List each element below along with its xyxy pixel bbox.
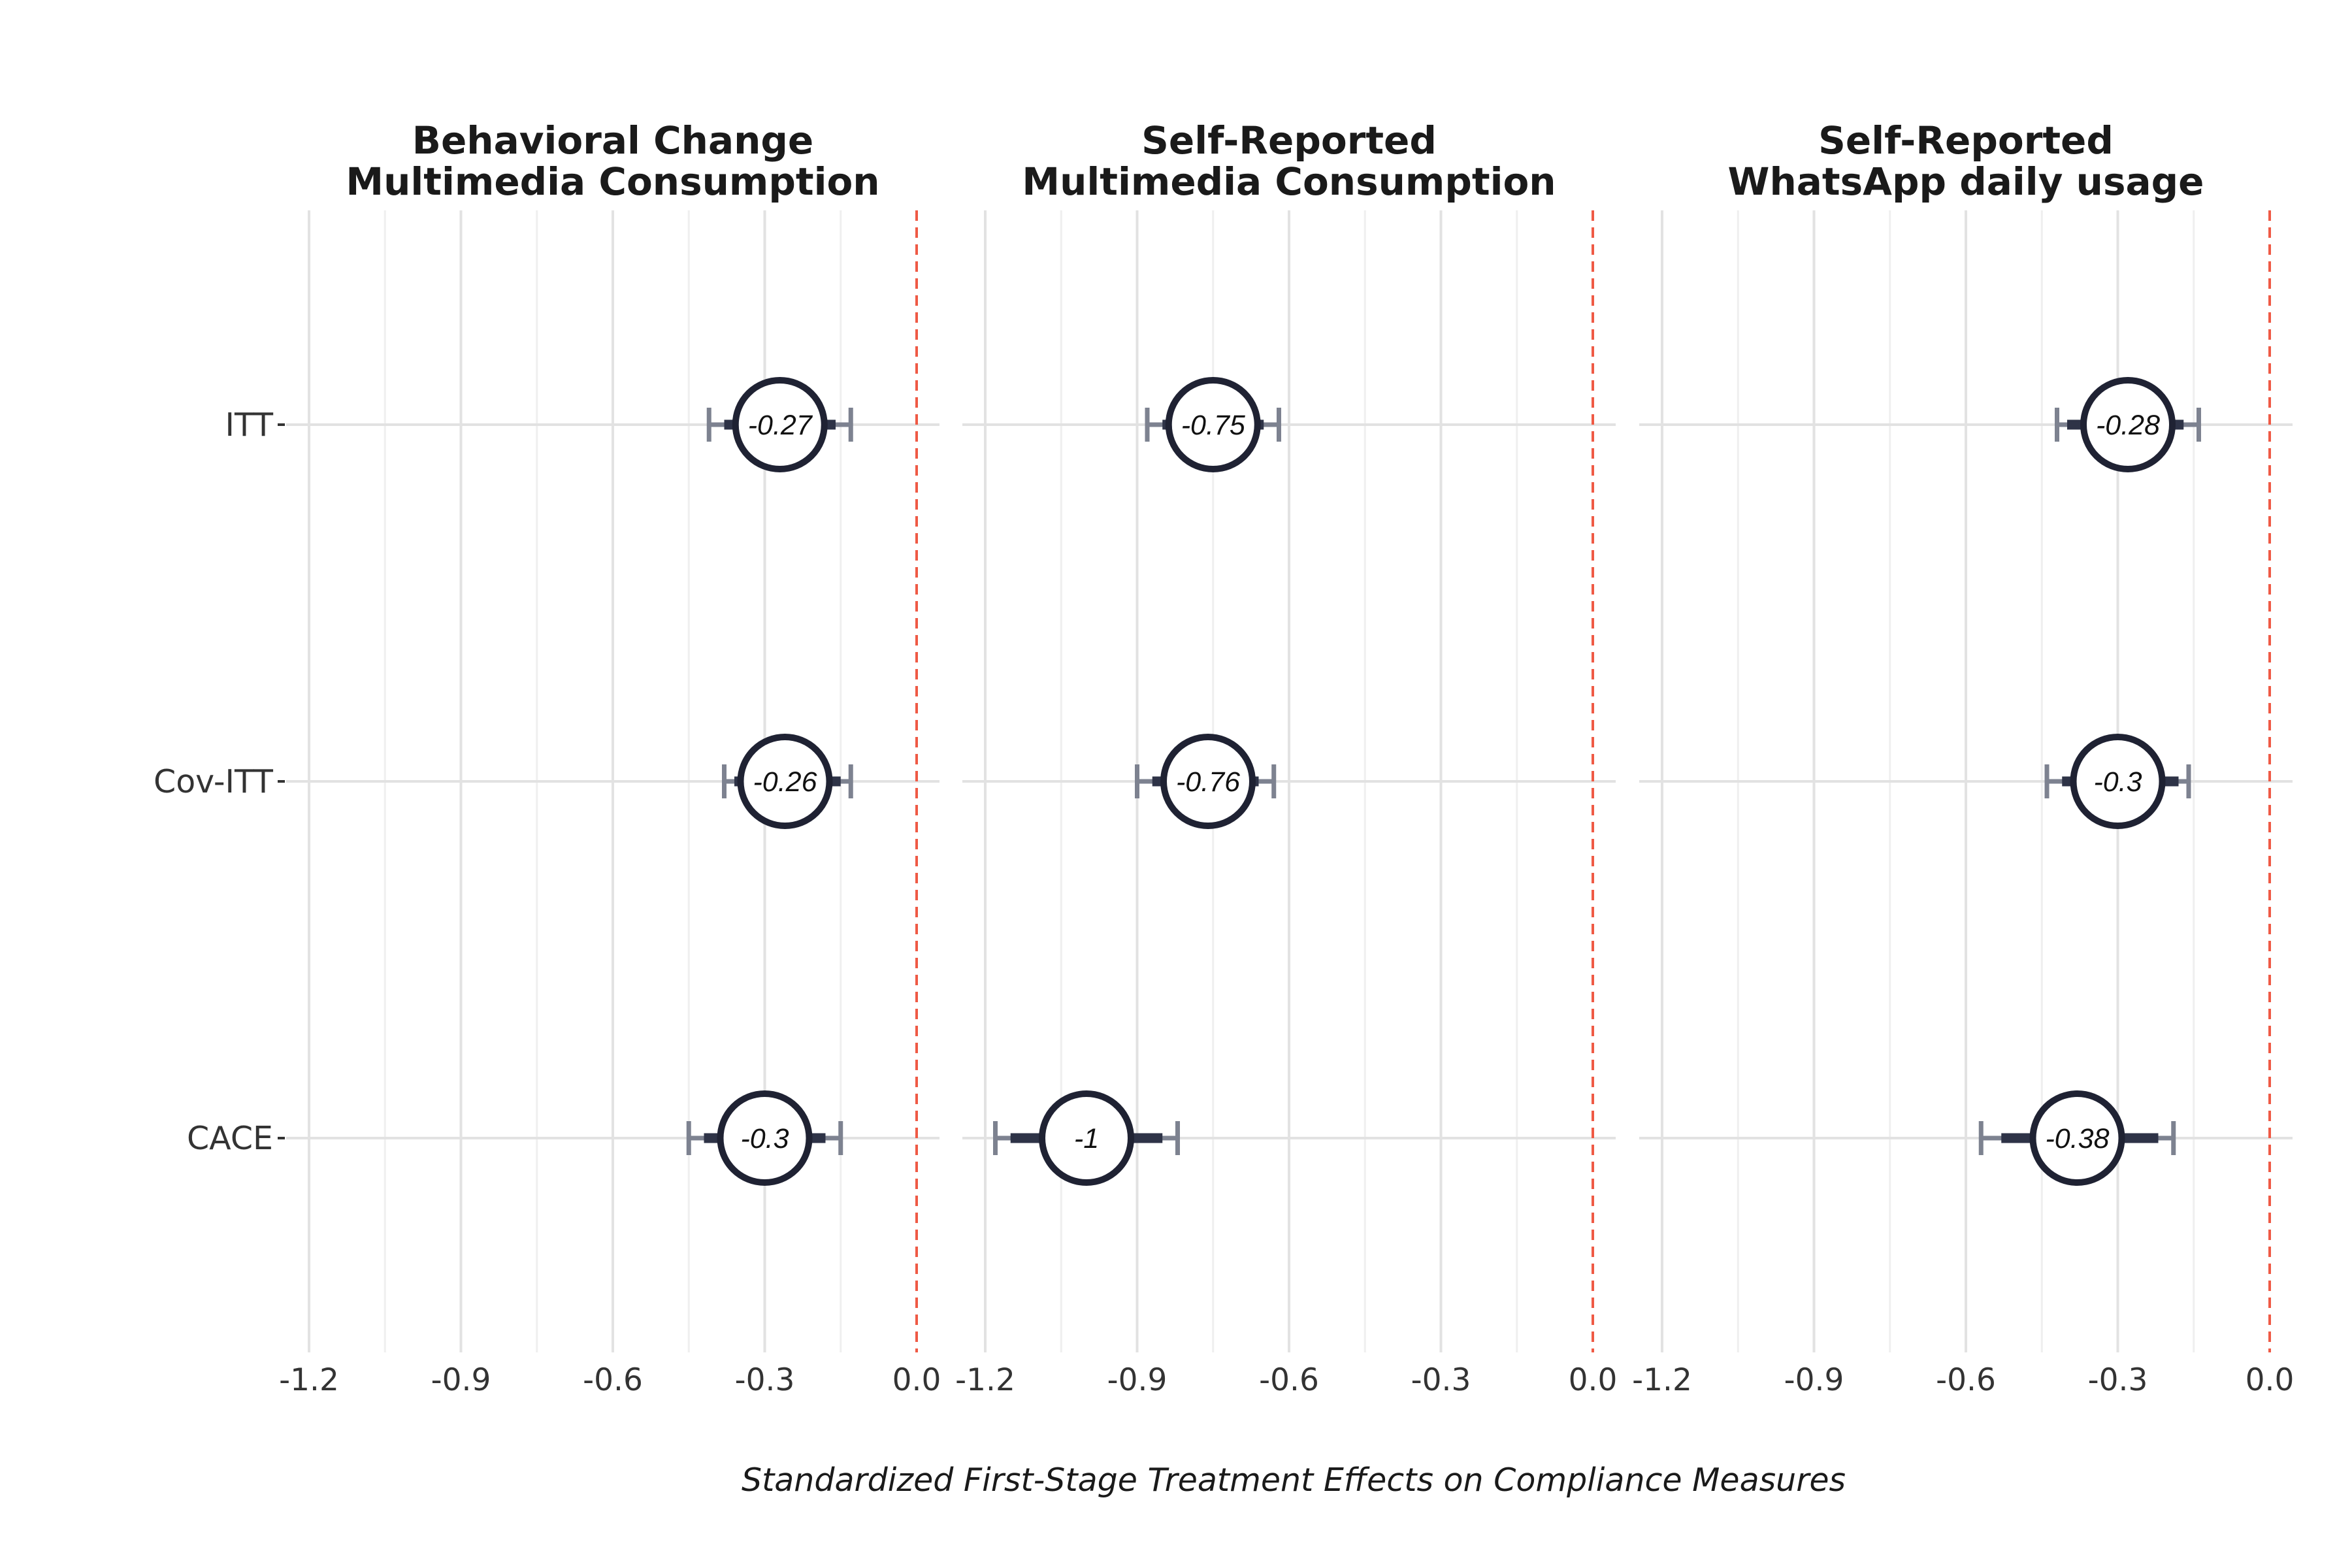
estimate-value-label: -0.38 <box>2045 1123 2109 1154</box>
estimate-point <box>2080 377 2176 472</box>
estimate-point <box>737 734 833 829</box>
estimate-value-label: -0.27 <box>748 410 813 441</box>
x-tick-label: 0.0 <box>1569 1362 1618 1398</box>
estimate-value-label: -0.75 <box>1181 410 1246 441</box>
x-tick-label: -0.3 <box>1411 1362 1471 1398</box>
panel-title-line2: WhatsApp daily usage <box>1728 159 2204 204</box>
panel-title-line1: Self-Reported <box>1141 118 1437 163</box>
x-tick-label: -1.2 <box>955 1362 1015 1398</box>
x-tick-label: 0.0 <box>2246 1362 2295 1398</box>
estimate-value-label: -0.76 <box>1176 766 1240 798</box>
x-tick-label: -0.9 <box>1784 1362 1844 1398</box>
estimate-value-label: -0.28 <box>2096 410 2160 441</box>
estimate-point <box>2029 1090 2125 1186</box>
y-tick-label: CACE <box>187 1120 273 1157</box>
estimate-value-label: -0.26 <box>753 766 817 798</box>
x-tick-label: 0.0 <box>892 1362 941 1398</box>
estimate-value-label: -1 <box>1074 1123 1099 1154</box>
x-tick-label: -0.3 <box>2088 1362 2148 1398</box>
x-tick-label: -0.6 <box>1936 1362 1996 1398</box>
estimate-value-label: -0.3 <box>2093 766 2142 798</box>
x-tick-label: -0.6 <box>583 1362 643 1398</box>
x-tick-label: -0.9 <box>1107 1362 1168 1398</box>
estimate-point <box>1160 734 1256 829</box>
x-tick-label: -0.3 <box>735 1362 795 1398</box>
x-tick-label: -1.2 <box>1632 1362 1692 1398</box>
panel-title-line1: Behavioral Change <box>412 118 813 163</box>
panel-title-line1: Self-Reported <box>1818 118 2114 163</box>
x-tick-label: -1.2 <box>279 1362 339 1398</box>
y-tick-label: Cov-ITT <box>154 763 274 800</box>
estimate-point <box>1039 1090 1134 1186</box>
x-tick-label: -0.6 <box>1259 1362 1319 1398</box>
x-tick-label: -0.9 <box>431 1362 491 1398</box>
x-axis-label: Standardized First-Stage Treatment Effec… <box>742 1462 1846 1499</box>
panel-title-line2: Multimedia Consumption <box>1022 159 1556 204</box>
estimate-point <box>717 1090 813 1186</box>
y-tick-label: ITT <box>225 406 274 444</box>
estimate-value-label: -0.3 <box>740 1123 789 1154</box>
estimate-point <box>732 377 828 472</box>
panel-title-line2: Multimedia Consumption <box>346 159 879 204</box>
estimate-point <box>2070 734 2166 829</box>
estimate-point <box>1165 377 1261 472</box>
